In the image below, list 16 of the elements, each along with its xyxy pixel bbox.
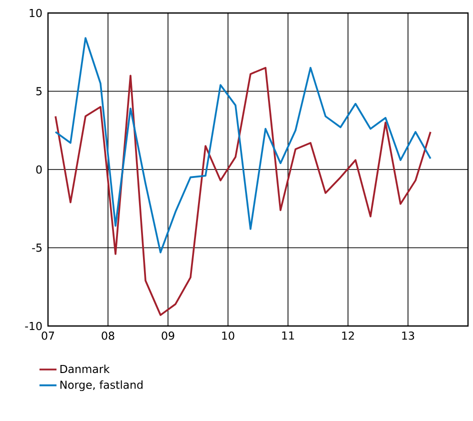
y-tick-label: -10 bbox=[25, 322, 42, 330]
x-tick-label: 13 bbox=[402, 332, 414, 340]
x-tick-label: 07 bbox=[42, 332, 54, 340]
y-tick-label: 5 bbox=[36, 87, 42, 96]
y-tick-label: 10 bbox=[30, 8, 42, 18]
legend-label: Norge, fastland bbox=[60, 380, 143, 392]
x-tick-label: 12 bbox=[342, 332, 354, 340]
x-tick-label: 10 bbox=[222, 332, 234, 340]
y-tick-label: 0 bbox=[36, 165, 42, 174]
x-tick-label: 11 bbox=[282, 332, 294, 340]
legend-label: Danmark bbox=[60, 364, 110, 374]
x-tick-label: 08 bbox=[102, 332, 114, 340]
y-tick-label: -5 bbox=[32, 244, 42, 252]
line-series bbox=[54, 37, 432, 254]
x-tick-label: 09 bbox=[162, 332, 174, 340]
line-series bbox=[54, 66, 432, 316]
